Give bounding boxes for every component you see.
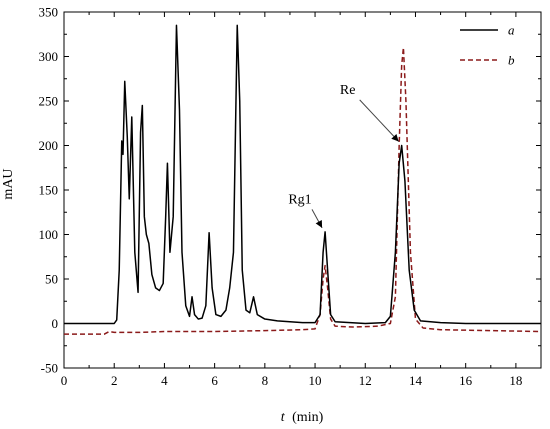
y-tick-label: 100 [39,227,59,242]
y-tick-label: 200 [39,138,59,153]
x-tick-label: 10 [309,373,322,388]
x-tick-label: 6 [211,373,218,388]
x-tick-label: 4 [161,373,168,388]
x-axis-title-variable: t [281,410,286,425]
legend-label-b: b [508,53,515,68]
x-tick-label: 14 [409,373,423,388]
y-tick-label: -50 [41,361,58,376]
series-line-b [64,46,542,335]
y-tick-label: 250 [39,94,59,109]
y-tick-label: 300 [39,49,59,64]
axis-titles: mAU t (min) [1,168,324,425]
legend-label-a: a [508,23,515,38]
x-tick-label: 18 [509,373,522,388]
x-axis-title-unit: (min) [292,410,323,425]
x-tick-label: 16 [459,373,473,388]
annotation-label: Rg1 [288,192,311,207]
series-lines [64,24,542,335]
y-axis-title: mAU [1,168,16,199]
x-tick-label: 12 [359,373,372,388]
annotation-arrow-head [391,133,399,142]
annotations: Rg1 Re [288,83,400,229]
annotation-arrow-line [359,99,400,142]
axes [63,11,542,369]
annotation-arrow-head [315,220,323,228]
x-tick-label: 8 [262,373,269,388]
y-tick-label: 150 [39,183,59,198]
x-axis-title: t (min) [281,410,324,425]
series-line-a [64,24,541,325]
y-tick-label: 50 [45,272,58,287]
y-tick-label: 0 [52,316,59,331]
y-tick-label: 350 [39,5,59,20]
x-tick-label: 0 [61,373,68,388]
annotation-label: Re [340,83,356,98]
legend: ab [460,23,515,68]
plot-frame [63,11,542,369]
x-tick-label: 2 [111,373,118,388]
